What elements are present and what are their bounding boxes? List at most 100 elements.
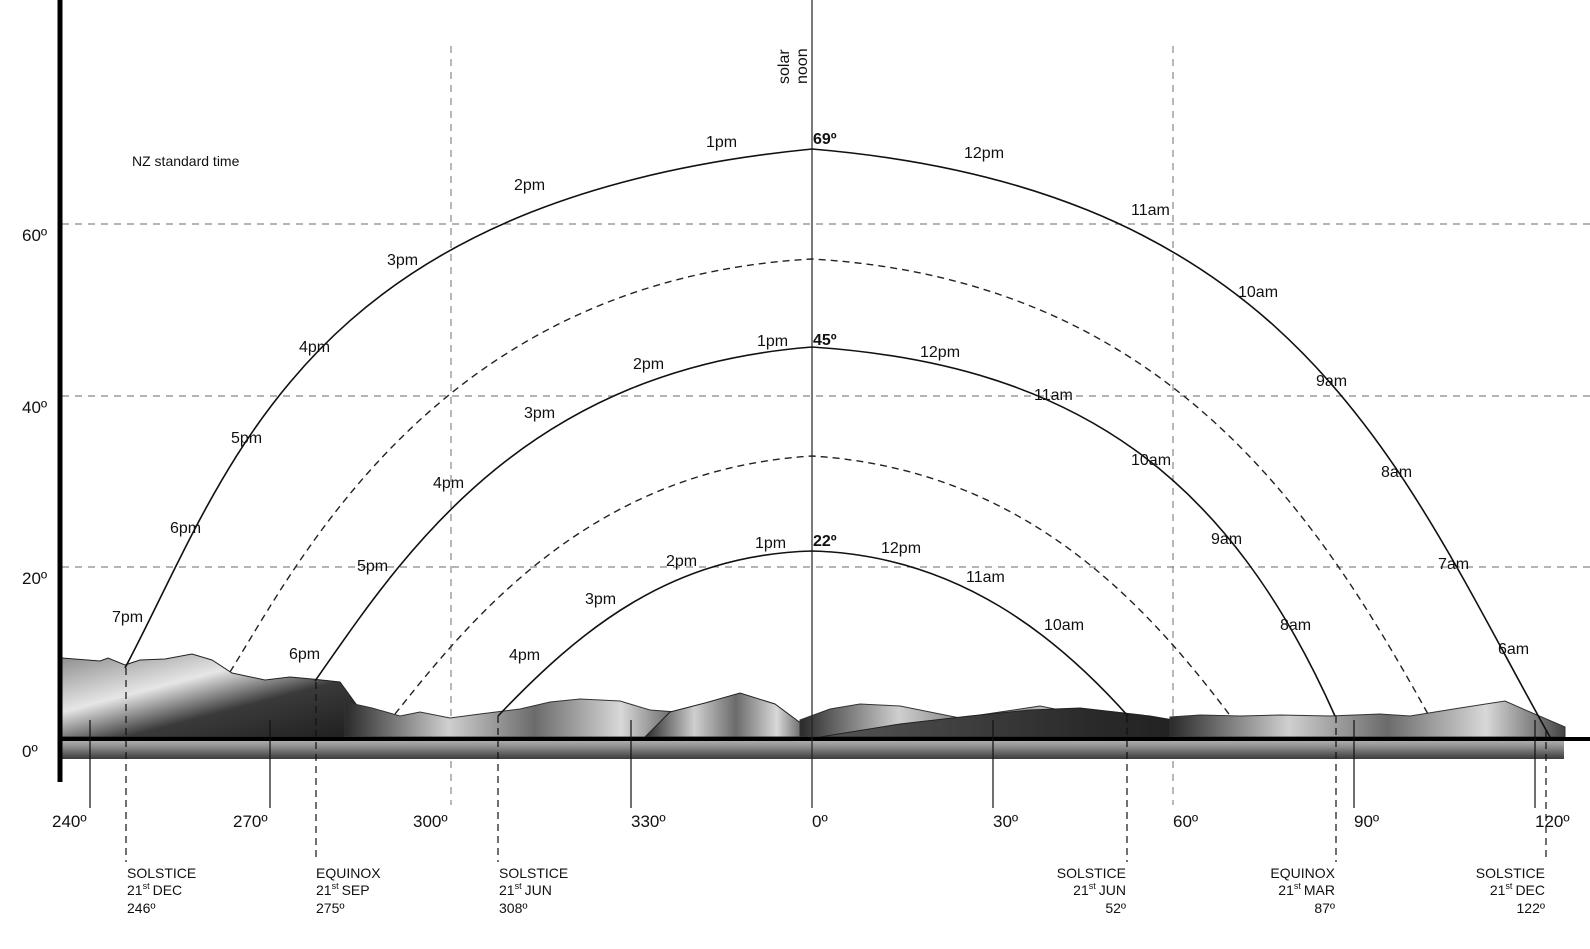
azimuth-tick-90: 90º	[1354, 812, 1379, 831]
event-date: 21st JUN	[499, 881, 552, 898]
event-azimuth: 246º	[127, 900, 155, 916]
event-label-dec-solstice-west: SOLSTICE 21st DEC 246º	[127, 865, 196, 916]
hour-label: 2pm	[633, 356, 664, 373]
event-date: 21st DEC	[1490, 881, 1545, 898]
hour-label: 10am	[1238, 284, 1278, 301]
landscape-horizon	[61, 653, 1566, 759]
hour-label: 12pm	[920, 344, 960, 361]
event-drop-lines	[125, 668, 1547, 862]
hour-label: 11am	[966, 569, 1005, 586]
event-label-dec-solstice-east: SOLSTICE 21st DEC 122º	[1476, 865, 1545, 916]
event-date: 21st MAR	[1278, 881, 1335, 898]
event-date: 21st SEP	[316, 881, 370, 898]
event-month: JUN	[1099, 882, 1126, 898]
event-azimuth: 87º	[1314, 900, 1335, 916]
hour-label: 6pm	[289, 646, 320, 663]
hour-label: 6pm	[170, 520, 201, 537]
peak-label-dec-solstice: 69º	[813, 131, 837, 148]
event-name: SOLSTICE	[1476, 865, 1545, 881]
sun-path-dec-solstice	[124, 148, 1551, 738]
event-day-suffix: st	[332, 881, 340, 891]
event-azimuth: 52º	[1105, 900, 1126, 916]
event-month: SEP	[342, 882, 370, 898]
azimuth-tick-marks	[89, 720, 1536, 808]
azimuth-tick-30: 30º	[993, 812, 1018, 831]
hour-label: 3pm	[524, 405, 555, 422]
event-day-suffix: st	[143, 881, 151, 891]
altitude-tick-40: 40º	[22, 398, 47, 417]
hour-label: 2pm	[514, 177, 545, 194]
hour-label: 2pm	[666, 553, 697, 570]
event-day-suffix: st	[1294, 881, 1302, 891]
altitude-tick-0: 0º	[22, 742, 38, 761]
event-month: DEC	[153, 882, 183, 898]
azimuth-tick-60: 60º	[1173, 812, 1198, 831]
sun-path-intermediate-upper	[229, 258, 1429, 715]
hour-label: 9am	[1211, 531, 1242, 548]
event-label-jun-solstice-west: SOLSTICE 21st JUN 308º	[499, 865, 568, 916]
event-name: SOLSTICE	[1057, 865, 1126, 881]
event-day-suffix: st	[515, 881, 523, 891]
azimuth-tick-240: 240º	[52, 812, 87, 831]
hour-label: 1pm	[755, 535, 786, 552]
hour-labels-equinox: 6pm 5pm 4pm 3pm 2pm 1pm 12pm 11am 10am 9…	[289, 333, 1311, 663]
hour-labels-dec-solstice: 7pm 6pm 5pm 4pm 3pm 2pm 1pm 12pm 11am 10…	[112, 134, 1529, 658]
event-day: 21	[1073, 882, 1089, 898]
event-name: SOLSTICE	[127, 865, 196, 881]
event-azimuth: 122º	[1517, 900, 1545, 916]
event-day: 21	[1490, 882, 1506, 898]
hour-label: 4pm	[509, 647, 540, 664]
sun-path-jun-solstice	[497, 550, 1129, 717]
peak-label-equinox: 45º	[813, 332, 837, 349]
event-day: 21	[127, 882, 143, 898]
event-day: 21	[1278, 882, 1294, 898]
event-day: 21	[499, 882, 515, 898]
hour-label: 3pm	[585, 591, 616, 608]
event-date: 21st DEC	[127, 881, 182, 898]
hour-label: 6am	[1498, 641, 1529, 658]
time-note: NZ standard time	[132, 153, 240, 169]
altitude-tick-20: 20º	[22, 569, 47, 588]
solar-noon-label-1: solar	[776, 49, 793, 84]
event-label-mar-equinox: EQUINOX 21st MAR 87º	[1270, 865, 1335, 916]
hour-label: 5pm	[357, 558, 388, 575]
azimuth-tick-330: 330º	[631, 812, 666, 831]
hour-label: 3pm	[387, 252, 418, 269]
event-day-suffix: st	[1505, 881, 1513, 891]
azimuth-gridlines	[450, 46, 1174, 805]
altitude-gridlines	[62, 223, 1590, 568]
altitude-tick-60: 60º	[22, 226, 47, 245]
hour-label: 7am	[1438, 556, 1469, 573]
event-azimuth: 275º	[316, 900, 344, 916]
hour-label: 7pm	[112, 609, 143, 626]
event-label-sep-equinox: EQUINOX 21st SEP 275º	[316, 865, 381, 916]
sun-path-intermediate-lower	[394, 455, 1233, 719]
hill-east	[1169, 700, 1566, 738]
event-azimuth: 308º	[499, 900, 527, 916]
hour-label: 9am	[1316, 373, 1347, 390]
sun-path-equinox	[314, 346, 1336, 717]
event-month: MAR	[1304, 882, 1335, 898]
event-day: 21	[316, 882, 332, 898]
event-label-jun-solstice-east: SOLSTICE 21st JUN 52º	[1057, 865, 1126, 916]
hill-peak	[643, 692, 811, 738]
event-name: SOLSTICE	[499, 865, 568, 881]
hour-label: 1pm	[757, 333, 788, 350]
hour-labels-jun-solstice: 4pm 3pm 2pm 1pm 12pm 11am 10am	[509, 535, 1084, 664]
peak-label-jun-solstice: 22º	[813, 533, 837, 550]
azimuth-tick-300: 300º	[413, 812, 448, 831]
hour-label: 4pm	[433, 475, 464, 492]
hour-label: 11am	[1131, 202, 1170, 219]
event-month: JUN	[525, 882, 552, 898]
hill-central-west	[344, 698, 691, 738]
azimuth-tick-270: 270º	[233, 812, 268, 831]
event-month: DEC	[1515, 882, 1545, 898]
solar-noon-label-2: noon	[794, 48, 811, 84]
hour-label: 8am	[1280, 617, 1311, 634]
azimuth-tick-0: 0º	[812, 812, 828, 831]
hour-label: 10am	[1044, 617, 1084, 634]
event-name: EQUINOX	[1270, 865, 1335, 881]
hour-label: 12pm	[964, 145, 1004, 162]
